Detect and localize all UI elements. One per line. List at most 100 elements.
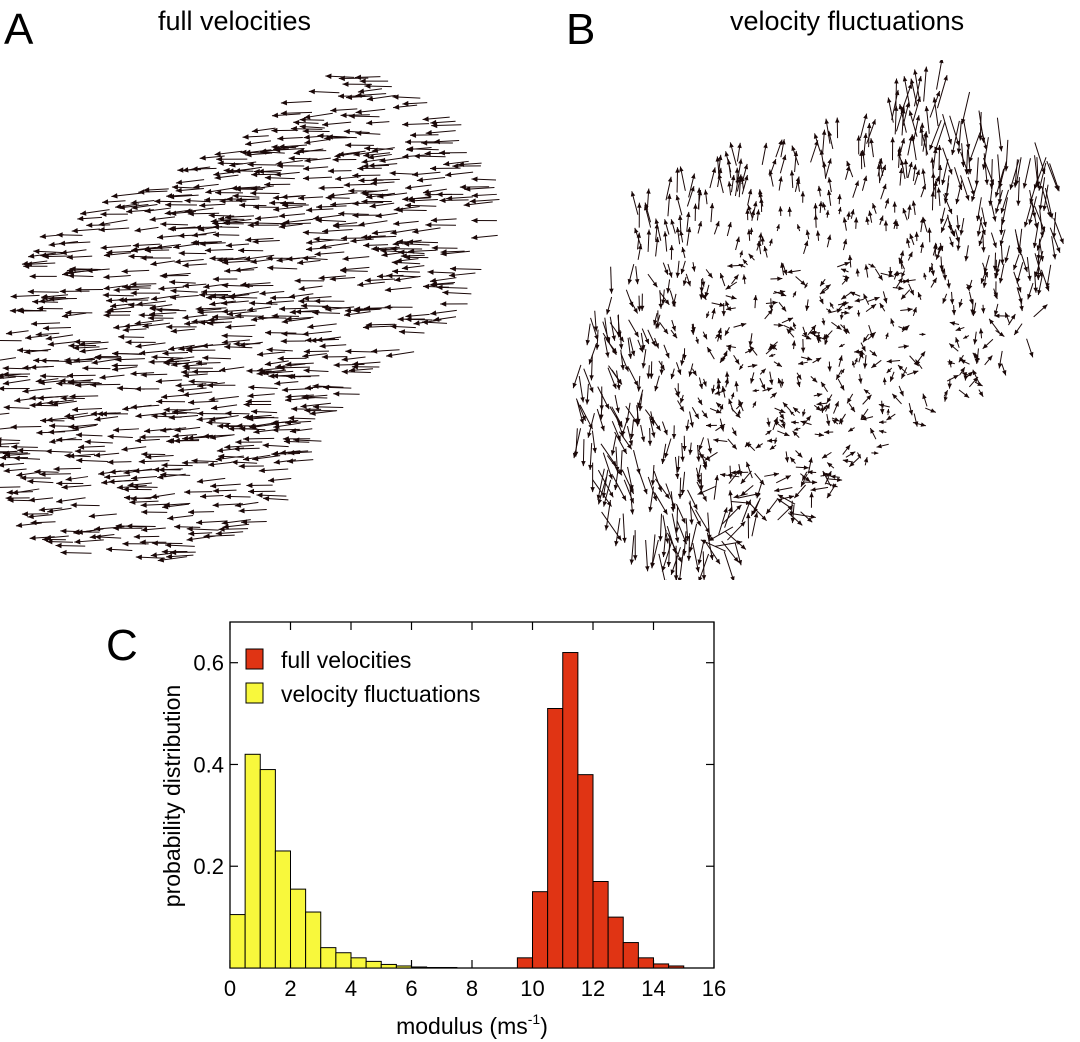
velocity-arrowhead	[160, 221, 167, 227]
velocity-arrowhead	[737, 409, 741, 414]
velocity-arrowhead	[782, 154, 787, 161]
velocity-arrowhead	[343, 182, 350, 188]
velocity-arrowhead	[773, 420, 780, 426]
velocity-arrowhead	[832, 483, 838, 488]
velocity-arrowhead	[100, 411, 107, 417]
velocity-arrowhead	[21, 511, 28, 517]
velocity-arrowhead	[30, 519, 37, 526]
velocity-arrowhead	[175, 187, 182, 194]
velocity-arrowhead	[663, 219, 669, 225]
velocity-arrowhead	[652, 281, 658, 288]
velocity-arrowhead	[174, 258, 181, 265]
velocity-arrowhead	[693, 203, 698, 209]
velocity-arrowhead	[240, 149, 247, 156]
velocity-arrowhead	[806, 356, 813, 361]
velocity-arrowhead	[1037, 289, 1042, 296]
velocity-arrow	[601, 511, 622, 541]
velocity-arrowhead	[882, 377, 887, 383]
x-tick-label: 0	[224, 976, 236, 1001]
velocity-arrowhead	[253, 168, 260, 175]
velocity-arrowhead	[321, 354, 328, 360]
velocity-arrowhead	[674, 527, 680, 533]
velocity-arrowhead	[777, 494, 784, 500]
x-tick-label: 12	[581, 976, 605, 1001]
velocity-arrowhead	[297, 195, 305, 201]
velocity-arrowhead	[221, 308, 229, 314]
velocity-arrowhead	[981, 247, 986, 253]
velocity-arrowhead	[980, 308, 986, 314]
velocity-arrowhead	[949, 241, 954, 248]
velocity-arrowhead	[391, 268, 399, 275]
velocity-arrowhead	[35, 400, 43, 407]
velocity-arrowhead	[256, 492, 263, 498]
velocity-arrowhead	[898, 365, 904, 371]
velocity-arrowhead	[89, 533, 96, 540]
velocity-arrowhead	[734, 359, 740, 365]
velocity-arrowhead	[800, 280, 806, 286]
velocity-arrowhead	[728, 490, 733, 496]
velocity-arrowhead	[41, 294, 48, 300]
velocity-arrowhead	[140, 502, 147, 508]
velocity-arrowhead	[675, 194, 681, 201]
velocity-arrowhead	[865, 216, 870, 223]
velocity-arrowhead	[787, 206, 792, 212]
velocity-arrowhead	[160, 427, 167, 433]
velocity-arrowhead	[91, 359, 98, 365]
velocity-arrowhead	[581, 461, 586, 467]
velocity-arrowhead	[177, 167, 184, 173]
velocity-arrowhead	[969, 298, 974, 305]
velocity-arrowhead	[68, 343, 75, 349]
velocity-arrowhead	[972, 339, 978, 345]
velocity-arrowhead	[1041, 168, 1046, 174]
x-tick-label: 2	[284, 976, 296, 1001]
velocity-arrowhead	[274, 171, 281, 177]
velocity-arrowhead	[680, 268, 685, 275]
velocity-arrowhead	[771, 392, 777, 398]
velocity-arrowhead	[299, 124, 306, 130]
velocity-arrowhead	[393, 220, 400, 227]
velocity-arrowhead	[445, 171, 452, 178]
velocity-arrowhead	[302, 128, 309, 134]
velocity-arrowhead	[177, 387, 185, 393]
velocity-arrowhead	[834, 417, 840, 422]
velocity-arrowhead	[143, 187, 150, 193]
velocity-arrowhead	[156, 398, 163, 405]
velocity-arrowhead	[165, 542, 172, 548]
velocity-arrowhead	[298, 285, 305, 292]
velocity-arrowhead	[251, 171, 258, 178]
velocity-arrowhead	[319, 343, 326, 349]
velocity-arrowhead	[459, 184, 466, 190]
velocity-arrowhead	[46, 399, 54, 406]
velocity-arrowhead	[271, 127, 278, 134]
velocity-arrowhead	[663, 231, 668, 237]
panel-c-letter: C	[106, 621, 138, 670]
velocity-arrowhead	[251, 127, 259, 134]
velocity-arrow	[679, 548, 685, 580]
velocity-arrowhead	[239, 202, 246, 208]
velocity-arrowhead	[268, 373, 275, 379]
velocity-arrowhead	[992, 216, 997, 222]
histogram-bar	[274, 850, 291, 969]
velocity-arrowhead	[827, 177, 832, 183]
velocity-arrowhead	[854, 298, 861, 303]
velocity-arrowhead	[955, 225, 961, 231]
velocity-arrowhead	[793, 427, 799, 431]
histogram-bar	[305, 911, 322, 969]
velocity-arrowhead	[133, 468, 140, 474]
velocity-arrowhead	[314, 298, 321, 304]
velocity-arrowhead	[74, 448, 81, 454]
velocity-arrowhead	[977, 381, 983, 386]
velocity-arrowhead	[947, 138, 953, 145]
velocity-arrowhead	[407, 239, 414, 245]
velocity-arrow	[936, 60, 943, 90]
histogram-bar	[653, 963, 670, 969]
velocity-arrowhead	[158, 285, 165, 292]
velocity-arrowhead	[999, 229, 1004, 235]
velocity-arrowhead	[178, 232, 185, 239]
velocity-arrowhead	[645, 566, 650, 572]
velocity-arrowhead	[366, 193, 373, 200]
velocity-arrowhead	[951, 309, 957, 316]
velocity-arrowhead	[738, 264, 744, 268]
velocity-arrow	[1009, 159, 1020, 190]
velocity-arrowhead	[662, 509, 668, 515]
